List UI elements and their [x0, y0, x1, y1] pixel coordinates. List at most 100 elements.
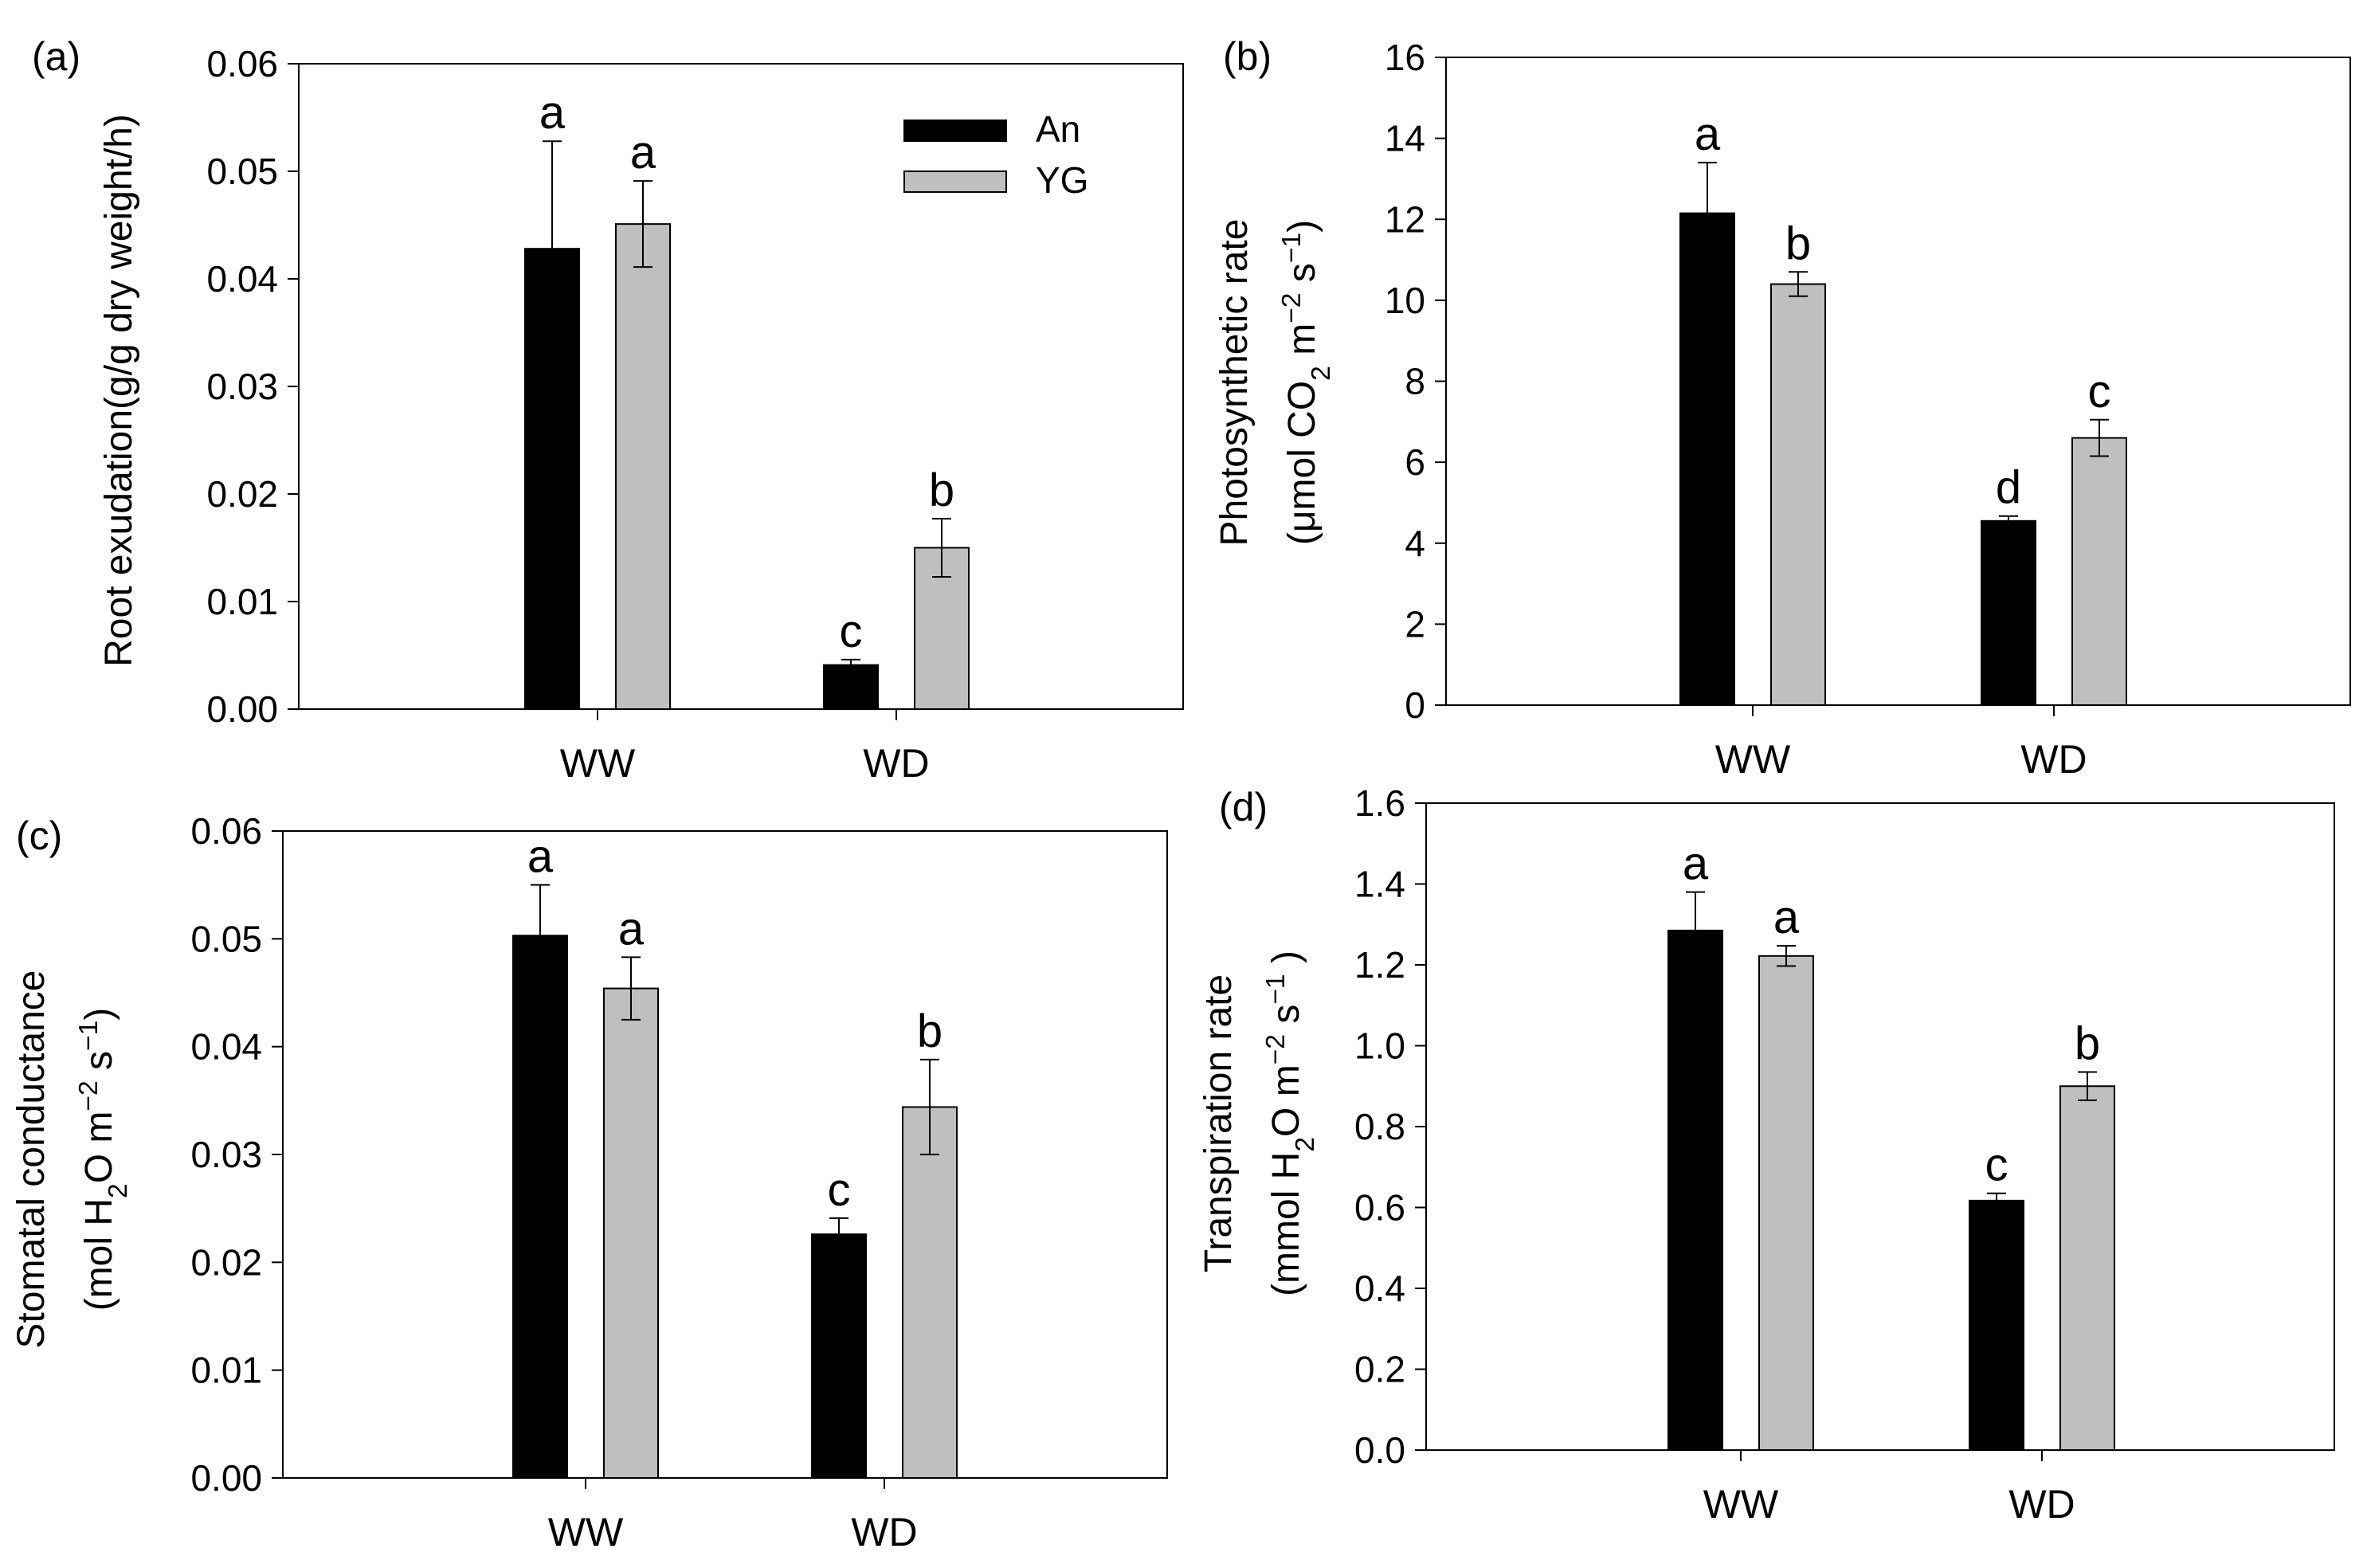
- error-bar: [841, 658, 860, 672]
- y-tick-label: 0.03: [206, 366, 278, 407]
- x-category-label: WW: [1703, 1482, 1779, 1527]
- y-axis-title-units: (mmol H2O m−2 s−1 ): [1261, 951, 1320, 1296]
- y-tick-label: 0.04: [190, 1026, 262, 1068]
- y-tick-label: 6: [1405, 441, 1425, 483]
- y-tick-label: 0.8: [1354, 1106, 1405, 1147]
- x-category-label: WD: [2020, 737, 2087, 782]
- significance-letter: b: [929, 465, 954, 516]
- legend-swatch-yg: [903, 171, 1007, 193]
- bar-an-ww: [512, 935, 568, 1479]
- y-axis-title-units: (mol H2O m−2 s−1): [74, 1008, 133, 1311]
- significance-letter: c: [828, 1164, 851, 1216]
- bar-yg-ww: [615, 223, 671, 710]
- plot-frame: [282, 830, 1168, 1479]
- y-tick-label: 0.2: [1354, 1349, 1405, 1390]
- error-bar: [932, 518, 951, 578]
- significance-letter: a: [1773, 892, 1800, 943]
- significance-letter: a: [1695, 108, 1721, 160]
- legend-label: YG: [1036, 159, 1088, 201]
- y-tick-label: 0.00: [206, 688, 278, 730]
- y-tick-label: 0: [1405, 684, 1425, 726]
- y-tick-label: 16: [1385, 37, 1425, 78]
- x-category-label: WD: [851, 1510, 917, 1554]
- chart-panel-b: (b) 0 2 4 6 8 10 12 14 16 Photosynthetic rate (μmol…: [1213, 34, 2351, 782]
- y-tick-label: 10: [1385, 280, 1425, 321]
- legend-label: An: [1036, 108, 1080, 150]
- y-tick-label: 4: [1405, 523, 1425, 564]
- x-category-label: WW: [1715, 737, 1791, 782]
- y-tick-label: 1.6: [1354, 782, 1405, 824]
- y-tick-label: 0.05: [190, 918, 262, 959]
- y-tick-label: 0.04: [206, 258, 278, 300]
- significance-letter: b: [1785, 218, 1811, 269]
- bar-an-wd: [811, 1233, 867, 1479]
- y-tick-label: 0.02: [190, 1241, 262, 1283]
- error-bar: [2078, 1071, 2097, 1102]
- error-bar: [1999, 515, 2018, 527]
- significance-letter: d: [1996, 462, 2021, 514]
- y-axis-title: Stomatal conductance: [10, 970, 53, 1349]
- y-tick-label: 0.06: [206, 43, 278, 84]
- legend: An YG: [903, 108, 1088, 201]
- bar-an-ww: [1679, 212, 1735, 706]
- significance-letter: a: [527, 831, 554, 883]
- error-bar: [621, 956, 641, 1021]
- error-bar: [531, 884, 550, 987]
- error-bar: [1987, 1192, 2006, 1209]
- y-tick-label: 2: [1405, 603, 1425, 645]
- significance-letter: a: [1683, 838, 1709, 890]
- panel-label: (a): [32, 34, 80, 79]
- chart-panel-c: (c) 0.00 0.01 0.02 0.03 0.04 0.05 0.06 Stomatal …: [10, 810, 1168, 1554]
- x-category-label: WW: [548, 1510, 624, 1554]
- error-bar: [829, 1217, 848, 1252]
- bar-an-ww: [1667, 929, 1723, 1452]
- bar-yg-ww: [603, 987, 659, 1479]
- plot-frame: [1425, 802, 2335, 1451]
- chart-panel-d: (d) 0.0 0.2 0.4 0.6 0.8 1.0 1.2 1.4 1.6 Transpirat…: [1197, 782, 2335, 1527]
- panel-label: (d): [1219, 785, 1268, 829]
- error-bar: [920, 1058, 939, 1155]
- panel-label: (b): [1223, 34, 1272, 79]
- y-tick-label: 0.05: [206, 151, 278, 192]
- x-category-label: WD: [863, 741, 929, 786]
- error-bar: [2090, 418, 2109, 457]
- significance-letter: c: [1985, 1139, 2008, 1191]
- plot-frame: [1445, 57, 2351, 706]
- bar-yg-wd: [2059, 1085, 2115, 1451]
- error-bar: [1777, 945, 1796, 967]
- y-tick-label: 14: [1385, 118, 1425, 159]
- bar-an-wd: [823, 664, 879, 711]
- bar-an-wd: [1969, 1199, 2024, 1452]
- x-category-label: WW: [560, 741, 636, 786]
- bar-yg-ww: [1770, 283, 1826, 706]
- error-bar: [1686, 891, 1705, 970]
- error-bar: [1789, 271, 1808, 297]
- error-bar: [1698, 162, 1717, 265]
- y-axis-title: Root exudation(g/g dry weight/h): [98, 114, 140, 667]
- y-axis-title-units: (μmol CO2 m−2 s−1): [1277, 220, 1336, 545]
- y-tick-label: 1.0: [1354, 1025, 1405, 1067]
- legend-swatch-an: [903, 120, 1007, 142]
- y-tick-label: 0.06: [190, 810, 262, 852]
- y-tick-label: 12: [1385, 198, 1425, 240]
- significance-letter: c: [840, 606, 863, 657]
- y-tick-label: 1.2: [1354, 944, 1405, 986]
- y-tick-label: 0.01: [190, 1350, 262, 1391]
- bar-yg-wd: [2071, 437, 2127, 706]
- y-tick-label: 0.6: [1354, 1187, 1405, 1229]
- y-tick-label: 0.00: [190, 1457, 262, 1499]
- significance-letter: a: [630, 127, 656, 178]
- bar-an-wd: [1981, 519, 2036, 706]
- x-category-label: WD: [2008, 1482, 2075, 1527]
- bar-yg-ww: [1758, 955, 1814, 1451]
- significance-letter: a: [618, 903, 645, 955]
- error-bar: [543, 140, 562, 358]
- panel-label: (c): [16, 813, 62, 858]
- bar-yg-wd: [902, 1106, 958, 1480]
- y-tick-label: 0.4: [1354, 1268, 1405, 1309]
- significance-letter: b: [917, 1005, 942, 1057]
- significance-letter: a: [539, 87, 566, 139]
- y-axis-title: Photosynthetic rate: [1213, 219, 1256, 547]
- y-tick-label: 0.0: [1354, 1429, 1405, 1471]
